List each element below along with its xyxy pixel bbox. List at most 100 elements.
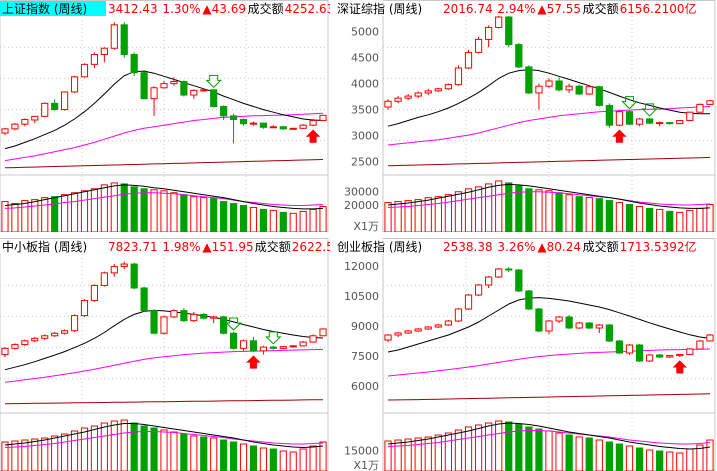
candle-body-up xyxy=(110,24,118,49)
candle-body-up xyxy=(31,337,39,342)
candle-body-up xyxy=(454,308,463,322)
volume-bar-down xyxy=(200,436,208,471)
volume-bar-up xyxy=(31,438,39,471)
volume-ma-line-2 xyxy=(4,192,324,209)
header-title: 深证综指 (周线) xyxy=(337,1,422,16)
candle-body-up xyxy=(110,266,118,274)
candle-body-up xyxy=(535,85,543,94)
ma-line-mid xyxy=(387,348,711,377)
header-close: 7823.71 xyxy=(108,240,158,254)
volume-ma-line-2 xyxy=(387,430,711,447)
y-tick-label: 4500 xyxy=(351,52,379,65)
volume-ma-line-1 xyxy=(387,422,711,450)
volume-bar-up xyxy=(474,424,483,471)
volume-bar-up xyxy=(464,188,473,233)
candle-body-up xyxy=(190,313,198,322)
volume-bar-up xyxy=(575,436,583,471)
candle-body-up xyxy=(21,118,29,125)
volume-bar-up xyxy=(299,210,307,233)
volume-bar-up xyxy=(495,180,503,233)
volume-bar-up xyxy=(299,448,307,471)
candle-body-down xyxy=(120,24,128,55)
volume-bar-down xyxy=(565,434,573,471)
volume-bar-up xyxy=(555,432,563,471)
volume-bar-up xyxy=(249,206,258,233)
ma-line-short xyxy=(4,70,324,150)
candle-body-up xyxy=(555,316,563,322)
candle-body-up xyxy=(259,346,267,352)
volume-bar-up xyxy=(464,426,473,471)
header-close: 3412.43 xyxy=(108,2,158,16)
volume-bar-down xyxy=(666,210,674,233)
candle-body-up xyxy=(70,76,79,93)
candle-body-up xyxy=(565,85,573,91)
volume-bar-down xyxy=(120,183,128,233)
up-signal-arrow xyxy=(305,129,321,143)
volume-bar-up xyxy=(110,182,118,233)
volume-bar-up xyxy=(424,436,432,471)
candle-body-up xyxy=(585,86,593,95)
volume-bar-up xyxy=(70,192,79,233)
header-close: 2016.74 xyxy=(443,2,493,16)
volume-bar-up xyxy=(190,196,198,233)
header-pct: 2.94% xyxy=(497,2,535,16)
grid-3 xyxy=(382,238,716,471)
volume-bar-up xyxy=(319,441,327,471)
volume-bar-up xyxy=(289,451,297,471)
volume-bar-up xyxy=(485,422,493,471)
volume-bar-up xyxy=(21,439,29,471)
ma-line-long xyxy=(4,159,324,169)
candle-body-up xyxy=(309,120,317,126)
candle-body-down xyxy=(605,324,613,342)
volume-bar-down xyxy=(505,182,513,233)
y-tick-label: 12000 xyxy=(344,260,379,273)
volume-bar-up xyxy=(454,429,463,471)
volume-bar-up xyxy=(160,429,168,471)
header-title: 中小板指 (周线) xyxy=(2,239,87,254)
volume-bar-down xyxy=(269,448,277,471)
volume-bar-up xyxy=(210,437,218,471)
candle-body-down xyxy=(555,80,563,91)
candle-body-up xyxy=(100,47,108,55)
candle-body-up xyxy=(666,355,674,358)
candle-body-up xyxy=(414,328,422,332)
y-tick-label: 2500 xyxy=(351,156,379,169)
up-signal-arrow xyxy=(612,129,627,143)
volume-bar-up xyxy=(686,209,694,233)
volume-bar-up xyxy=(676,452,684,471)
y-tick-label: 4000 xyxy=(351,78,379,91)
vol-tick-label: 20000 xyxy=(344,199,379,212)
candle-body-up xyxy=(80,300,89,317)
volume-bar-up xyxy=(404,438,412,471)
candle-body-up xyxy=(289,345,297,348)
volume-bar-up xyxy=(585,197,593,233)
volume-bar-up xyxy=(289,212,297,233)
chart-panel-0: 上证指数 (周线) 3412.43 1.30% ▲43.69 成交额 4252.6307亿 xyxy=(0,0,362,233)
candle-body-up xyxy=(485,276,493,286)
candle-body-up xyxy=(70,315,79,332)
volume-bar-down xyxy=(180,194,188,233)
up-signal-arrow xyxy=(672,360,687,374)
volume-bar-up xyxy=(90,188,99,233)
candle-body-up xyxy=(696,103,704,113)
volume-bar-up xyxy=(190,435,198,471)
ma-line-long xyxy=(387,156,711,167)
volume-bar-up xyxy=(80,427,89,471)
volume-bars-0 xyxy=(1,182,327,233)
candle-body-up xyxy=(686,111,694,122)
candles-1 xyxy=(384,16,714,128)
header-0: 上证指数 (周线) 3412.43 1.30% ▲43.69 成交额 4252.6307亿 xyxy=(0,1,362,16)
candle-body-up xyxy=(51,332,59,337)
candle-body-down xyxy=(605,104,613,126)
volume-bar-up xyxy=(110,420,118,471)
candle-body-up xyxy=(269,126,277,129)
header-close: 2538.38 xyxy=(443,240,493,254)
candle-body-up xyxy=(150,87,158,100)
volume-bar-down xyxy=(505,421,513,471)
volume-bar-up xyxy=(100,422,108,471)
volume-bar-up xyxy=(279,450,287,471)
candle-body-down xyxy=(140,72,148,100)
header-turnover-label: 成交额 xyxy=(583,239,619,254)
